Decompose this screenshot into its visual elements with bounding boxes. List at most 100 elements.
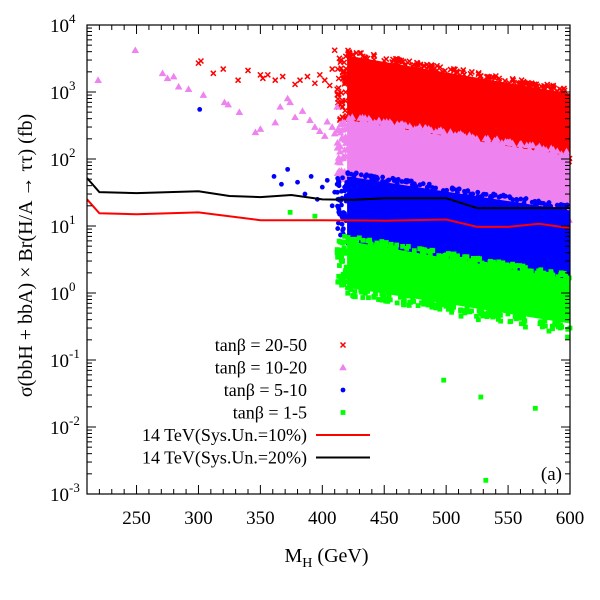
y-tick-exponent: 1 bbox=[69, 212, 76, 227]
scatter-point-series-1 bbox=[337, 57, 344, 64]
band-texture-point bbox=[445, 306, 451, 312]
band-texture-point bbox=[433, 62, 441, 69]
band-texture-point bbox=[479, 260, 485, 266]
band-texture-point bbox=[338, 277, 344, 283]
band-texture-point bbox=[503, 263, 509, 269]
band-texture-point bbox=[339, 202, 344, 208]
scatter-point-series-2 bbox=[184, 85, 193, 93]
scatter-point-series-3 bbox=[285, 166, 291, 172]
band-texture-point bbox=[351, 293, 356, 299]
scatter-point-series-1 bbox=[296, 77, 304, 84]
y-tick-exponent: 0 bbox=[69, 279, 76, 294]
band-texture-point bbox=[552, 318, 558, 324]
band-texture-point bbox=[546, 200, 552, 205]
band-texture-point bbox=[555, 324, 561, 330]
scatter-point-series-1 bbox=[342, 53, 349, 60]
scatter-point-series-2 bbox=[235, 108, 244, 115]
band-texture-point bbox=[337, 166, 346, 174]
band-texture-point bbox=[343, 239, 349, 245]
scatter-point-series-1 bbox=[326, 82, 333, 89]
band-texture-point bbox=[335, 226, 341, 231]
y-tick-exponent: -3 bbox=[69, 480, 80, 495]
band-texture-point bbox=[383, 56, 390, 63]
band-texture-point bbox=[464, 306, 470, 311]
band-texture-point bbox=[563, 273, 568, 279]
scatter-point-series-2 bbox=[286, 98, 294, 106]
band-texture-point bbox=[483, 137, 492, 145]
band-texture-point bbox=[358, 113, 367, 121]
scatter-point-series-2 bbox=[174, 82, 183, 90]
band-texture-point bbox=[523, 268, 529, 274]
band-texture-point bbox=[447, 66, 454, 73]
band-texture-point bbox=[519, 267, 525, 273]
band-texture-point bbox=[436, 128, 444, 135]
scatter-point-series-2 bbox=[338, 135, 346, 142]
band-texture-point bbox=[410, 295, 416, 301]
band-texture-point bbox=[539, 147, 547, 155]
band-texture-point bbox=[345, 290, 351, 296]
scatter-point-series-4 bbox=[406, 293, 412, 299]
band-texture-point bbox=[343, 193, 349, 199]
band-texture-point bbox=[486, 74, 493, 81]
legend-entry: tanβ = 1-5 bbox=[233, 403, 346, 423]
band-texture-point bbox=[525, 145, 534, 152]
band-texture-point bbox=[362, 290, 368, 296]
band-texture-point bbox=[398, 294, 403, 300]
band-texture-point bbox=[343, 250, 349, 256]
scatter-point-series-4 bbox=[433, 287, 439, 293]
exclusion-lines bbox=[86, 177, 571, 230]
band-texture-point bbox=[336, 147, 344, 155]
scatter-point-series-2 bbox=[220, 98, 229, 106]
band-texture-point bbox=[494, 313, 500, 319]
band-texture-point bbox=[370, 51, 377, 58]
scatter-point-series-4 bbox=[532, 405, 538, 411]
band-texture-point bbox=[393, 120, 402, 127]
line-series-1 bbox=[86, 198, 571, 230]
scatter-density-bands bbox=[333, 47, 573, 332]
band-texture-point bbox=[405, 122, 414, 130]
band-texture-point bbox=[505, 138, 514, 146]
band-texture-point bbox=[443, 303, 449, 309]
band-texture-point bbox=[514, 197, 520, 203]
band-texture-point bbox=[465, 131, 474, 138]
band-texture-point bbox=[430, 248, 436, 254]
band-texture-point bbox=[401, 295, 407, 301]
band-texture-point bbox=[475, 193, 481, 199]
scatter-point-series-4 bbox=[565, 334, 570, 340]
band-texture-point bbox=[521, 321, 527, 326]
scatter-point-series-1 bbox=[329, 66, 336, 73]
scatter-point-series-4 bbox=[537, 321, 543, 326]
band-texture-point bbox=[348, 236, 354, 242]
band-texture-point bbox=[469, 135, 478, 142]
band-texture-point bbox=[358, 49, 365, 57]
band-texture-point bbox=[387, 244, 393, 249]
band-texture-point bbox=[366, 295, 371, 301]
scatter-point-series-3 bbox=[324, 177, 330, 183]
band-texture-point bbox=[468, 191, 474, 197]
band-texture-point bbox=[496, 259, 502, 265]
x-axis-title-units: (GeV) bbox=[312, 545, 368, 567]
scatter-point-series-4 bbox=[394, 280, 400, 286]
band-texture-point bbox=[518, 196, 524, 202]
scatter-point-series-1 bbox=[304, 73, 311, 80]
band-texture-point bbox=[492, 310, 498, 315]
band-texture-point bbox=[427, 126, 436, 133]
band-texture-point bbox=[541, 82, 548, 89]
legend-entry: tanβ = 20-50 bbox=[215, 335, 347, 355]
scatter-point-series-4 bbox=[342, 233, 347, 239]
band-texture-point bbox=[456, 186, 462, 192]
band-texture-point bbox=[462, 310, 468, 316]
band-texture-point bbox=[462, 258, 468, 264]
legend-label: tanβ = 10-20 bbox=[215, 358, 307, 378]
band-texture-point bbox=[364, 55, 371, 62]
y-tick-exponent: 3 bbox=[69, 78, 76, 93]
band-texture-point bbox=[345, 285, 350, 291]
band-texture-point bbox=[354, 237, 360, 243]
y-tick-label: 10 bbox=[50, 351, 69, 372]
band-texture-point bbox=[341, 245, 347, 251]
scatter-point-series-2 bbox=[158, 69, 167, 77]
scatter-point-series-2 bbox=[271, 118, 280, 126]
band-texture-point bbox=[409, 62, 416, 69]
scatter-point-series-2 bbox=[169, 72, 178, 80]
band-texture-point bbox=[444, 187, 450, 193]
